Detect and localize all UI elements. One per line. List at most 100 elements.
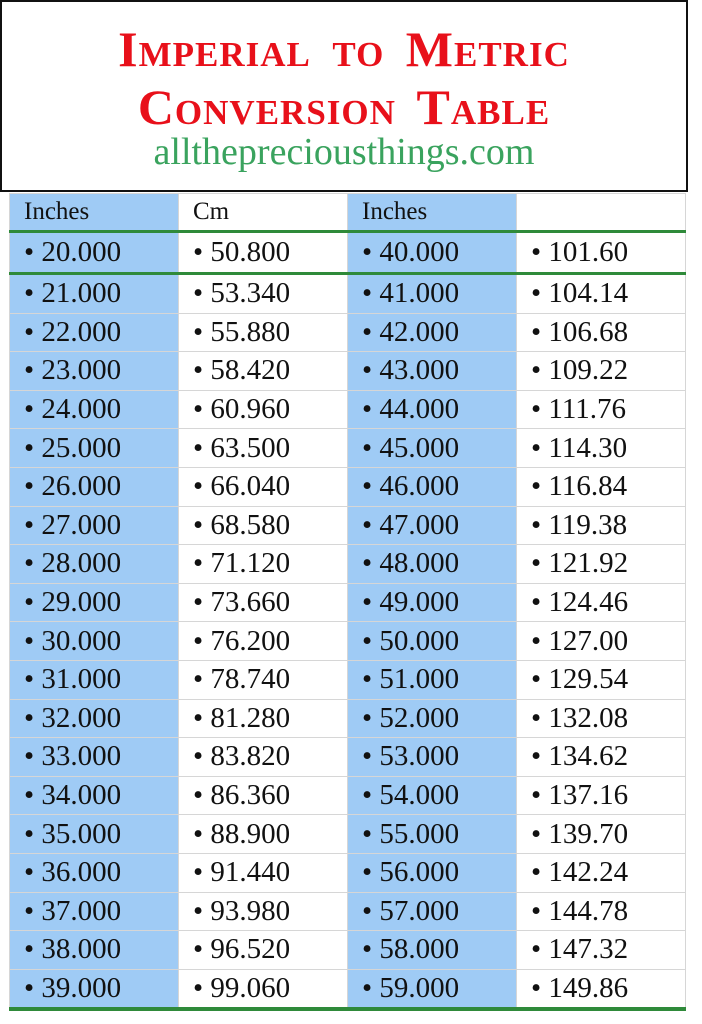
cm-cell: • 124.46 xyxy=(516,582,686,623)
table-row: • 28.000 • 71.120 • 48.000 • 121.92 xyxy=(9,544,686,584)
inches-cell: • 28.000 xyxy=(9,544,179,584)
inches-cell: • 44.000 xyxy=(347,389,517,430)
table-row: • 32.000 • 81.280 • 52.000 • 132.08 xyxy=(9,698,686,739)
cm-cell: • 144.78 xyxy=(516,891,686,932)
cm-cell: • 114.30 xyxy=(516,428,686,468)
inches-cell: • 54.000 xyxy=(347,775,517,816)
cm-cell: • 71.120 xyxy=(178,544,348,584)
inches-cell: • 55.000 xyxy=(347,814,517,854)
cm-cell: • 139.70 xyxy=(516,814,686,854)
table-row: • 24.000 • 60.960 • 44.000 • 111.76 xyxy=(9,389,686,430)
website-text: allthepreciousthings.com xyxy=(153,131,535,173)
inches-cell: • 36.000 xyxy=(9,852,179,893)
inches-cell: • 49.000 xyxy=(347,582,517,623)
table-row: • 35.000 • 88.900 • 55.000 • 139.70 xyxy=(9,814,686,854)
cm-cell: • 99.060 xyxy=(178,968,348,1012)
cm-cell: • 55.880 xyxy=(178,312,348,353)
inches-cell: • 45.000 xyxy=(347,428,517,468)
table-row: • 29.000 • 73.660 • 49.000 • 124.46 xyxy=(9,582,686,623)
header-cm-1: Cm xyxy=(178,193,348,233)
header-inches-2: Inches xyxy=(347,193,517,233)
inches-cell: • 48.000 xyxy=(347,544,517,584)
inches-cell: • 20.000 xyxy=(9,231,179,275)
inches-cell: • 53.000 xyxy=(347,737,517,777)
cm-cell: • 53.340 xyxy=(178,273,348,314)
inches-cell: • 30.000 xyxy=(9,621,179,661)
table-row: • 39.000 • 99.060 • 59.000 • 149.86 xyxy=(9,968,686,1012)
inches-cell: • 32.000 xyxy=(9,698,179,739)
cm-cell: • 86.360 xyxy=(178,775,348,816)
inches-cell: • 31.000 xyxy=(9,659,179,700)
inches-cell: • 33.000 xyxy=(9,737,179,777)
cm-cell: • 81.280 xyxy=(178,698,348,739)
cm-cell: • 147.32 xyxy=(516,930,686,970)
inches-cell: • 27.000 xyxy=(9,505,179,546)
cm-cell: • 129.54 xyxy=(516,659,686,700)
table-row: • 25.000 • 63.500 • 45.000 • 114.30 xyxy=(9,428,686,468)
cm-cell: • 78.740 xyxy=(178,659,348,700)
cm-cell: • 116.84 xyxy=(516,466,686,507)
table-row: • 20.000 • 50.800 • 40.000 • 101.60 xyxy=(9,231,686,275)
cm-cell: • 73.660 xyxy=(178,582,348,623)
cm-cell: • 68.580 xyxy=(178,505,348,546)
inches-cell: • 46.000 xyxy=(347,466,517,507)
table-row: • 33.000 • 83.820 • 53.000 • 134.62 xyxy=(9,737,686,777)
table-row: • 22.000 • 55.880 • 42.000 • 106.68 xyxy=(9,312,686,353)
inches-cell: • 35.000 xyxy=(9,814,179,854)
header-cm-2 xyxy=(516,193,686,233)
cm-cell: • 50.800 xyxy=(178,231,348,275)
cm-cell: • 66.040 xyxy=(178,466,348,507)
inches-cell: • 57.000 xyxy=(347,891,517,932)
cm-cell: • 137.16 xyxy=(516,775,686,816)
title-line-1: Imperial to Metric xyxy=(118,21,570,77)
cm-cell: • 101.60 xyxy=(516,231,686,275)
cm-cell: • 127.00 xyxy=(516,621,686,661)
table-row: • 27.000 • 68.580 • 47.000 • 119.38 xyxy=(9,505,686,546)
cm-cell: • 93.980 xyxy=(178,891,348,932)
inches-cell: • 59.000 xyxy=(347,968,517,1012)
cm-cell: • 58.420 xyxy=(178,351,348,391)
cm-cell: • 109.22 xyxy=(516,351,686,391)
cm-cell: • 119.38 xyxy=(516,505,686,546)
table-row: • 34.000 • 86.360 • 54.000 • 137.16 xyxy=(9,775,686,816)
cm-cell: • 96.520 xyxy=(178,930,348,970)
table-row: • 37.000 • 93.980 • 57.000 • 144.78 xyxy=(9,891,686,932)
conversion-table: Inches Cm Inches • 20.000 • 50.800 • 40.00… xyxy=(9,193,686,1012)
cm-cell: • 149.86 xyxy=(516,968,686,1012)
cm-cell: • 121.92 xyxy=(516,544,686,584)
cm-cell: • 63.500 xyxy=(178,428,348,468)
inches-cell: • 41.000 xyxy=(347,273,517,314)
cm-cell: • 60.960 xyxy=(178,389,348,430)
inches-cell: • 47.000 xyxy=(347,505,517,546)
inches-cell: • 38.000 xyxy=(9,930,179,970)
cm-cell: • 104.14 xyxy=(516,273,686,314)
inches-cell: • 50.000 xyxy=(347,621,517,661)
inches-cell: • 43.000 xyxy=(347,351,517,391)
table-row: • 31.000 • 78.740 • 51.000 • 129.54 xyxy=(9,659,686,700)
table-row: • 38.000 • 96.520 • 58.000 • 147.32 xyxy=(9,930,686,970)
cm-cell: • 83.820 xyxy=(178,737,348,777)
inches-cell: • 23.000 xyxy=(9,351,179,391)
inches-cell: • 25.000 xyxy=(9,428,179,468)
inches-cell: • 26.000 xyxy=(9,466,179,507)
cm-cell: • 142.24 xyxy=(516,852,686,893)
cm-cell: • 132.08 xyxy=(516,698,686,739)
header-row: Inches Cm Inches xyxy=(9,193,686,233)
inches-cell: • 29.000 xyxy=(9,582,179,623)
inches-cell: • 51.000 xyxy=(347,659,517,700)
inches-cell: • 34.000 xyxy=(9,775,179,816)
inches-cell: • 42.000 xyxy=(347,312,517,353)
inches-cell: • 21.000 xyxy=(9,273,179,314)
inches-cell: • 40.000 xyxy=(347,231,517,275)
inches-cell: • 22.000 xyxy=(9,312,179,353)
table-row: • 26.000 • 66.040 • 46.000 • 116.84 xyxy=(9,466,686,507)
inches-cell: • 56.000 xyxy=(347,852,517,893)
inches-cell: • 24.000 xyxy=(9,389,179,430)
table-row: • 36.000 • 91.440 • 56.000 • 142.24 xyxy=(9,852,686,893)
title-box: Imperial to Metric Conversion Table allt… xyxy=(0,0,688,192)
cm-cell: • 106.68 xyxy=(516,312,686,353)
header-inches-1: Inches xyxy=(9,193,179,233)
cm-cell: • 111.76 xyxy=(516,389,686,430)
cm-cell: • 76.200 xyxy=(178,621,348,661)
table-row: • 30.000 • 76.200 • 50.000 • 127.00 xyxy=(9,621,686,661)
